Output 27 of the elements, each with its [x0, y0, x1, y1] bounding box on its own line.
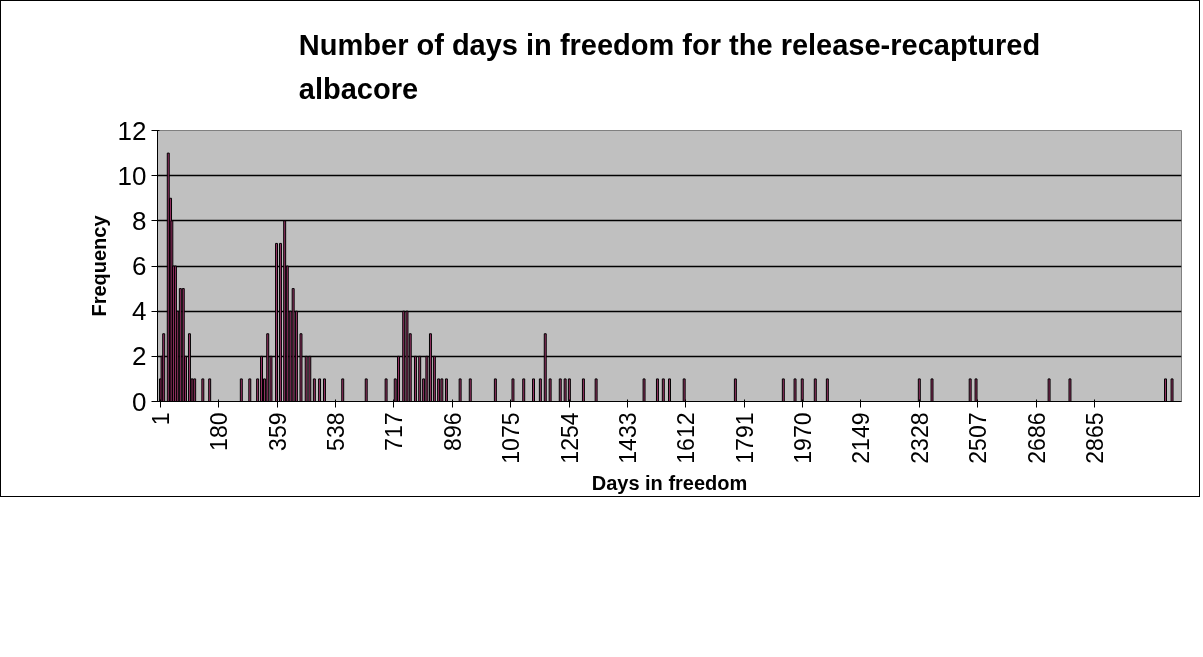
- y-axis-title: Frequency: [87, 214, 110, 317]
- x-tick-label: 717: [381, 412, 408, 451]
- y-tick-label: 6: [132, 251, 147, 281]
- y-tick-label: 0: [132, 386, 147, 417]
- x-tick-label: 1075: [498, 412, 525, 464]
- x-tick-label: 2149: [848, 412, 875, 464]
- y-tick-label: 2: [132, 341, 147, 372]
- x-tick-label: 1970: [790, 412, 817, 464]
- x-tick-label: 1612: [673, 412, 700, 464]
- chart-title: Number of days in freedom for the release-recaptured albacore: [298, 28, 1041, 106]
- x-tick-label: 1791: [731, 412, 758, 464]
- y-tick-label: 4: [132, 296, 147, 327]
- x-tick-label: 1: [147, 412, 174, 426]
- y-tick-label: 10: [117, 160, 147, 191]
- y-tick-label: 12: [117, 115, 147, 146]
- x-tick-label: 1433: [614, 412, 641, 464]
- y-tick-label: 8: [132, 205, 147, 236]
- x-tick-label: 896: [439, 412, 466, 451]
- x-tick-label: 2865: [1081, 412, 1108, 464]
- x-tick-label: 1254: [556, 412, 583, 464]
- x-tick-label: 180: [206, 412, 233, 451]
- x-tick-label: 2328: [906, 412, 933, 464]
- x-tick-label: 2686: [1023, 412, 1050, 464]
- x-tick-label: 2507: [965, 412, 992, 464]
- x-tick-label: 359: [264, 412, 291, 451]
- x-tick-label: 538: [323, 412, 350, 451]
- x-axis-title: Days in freedom: [591, 471, 748, 494]
